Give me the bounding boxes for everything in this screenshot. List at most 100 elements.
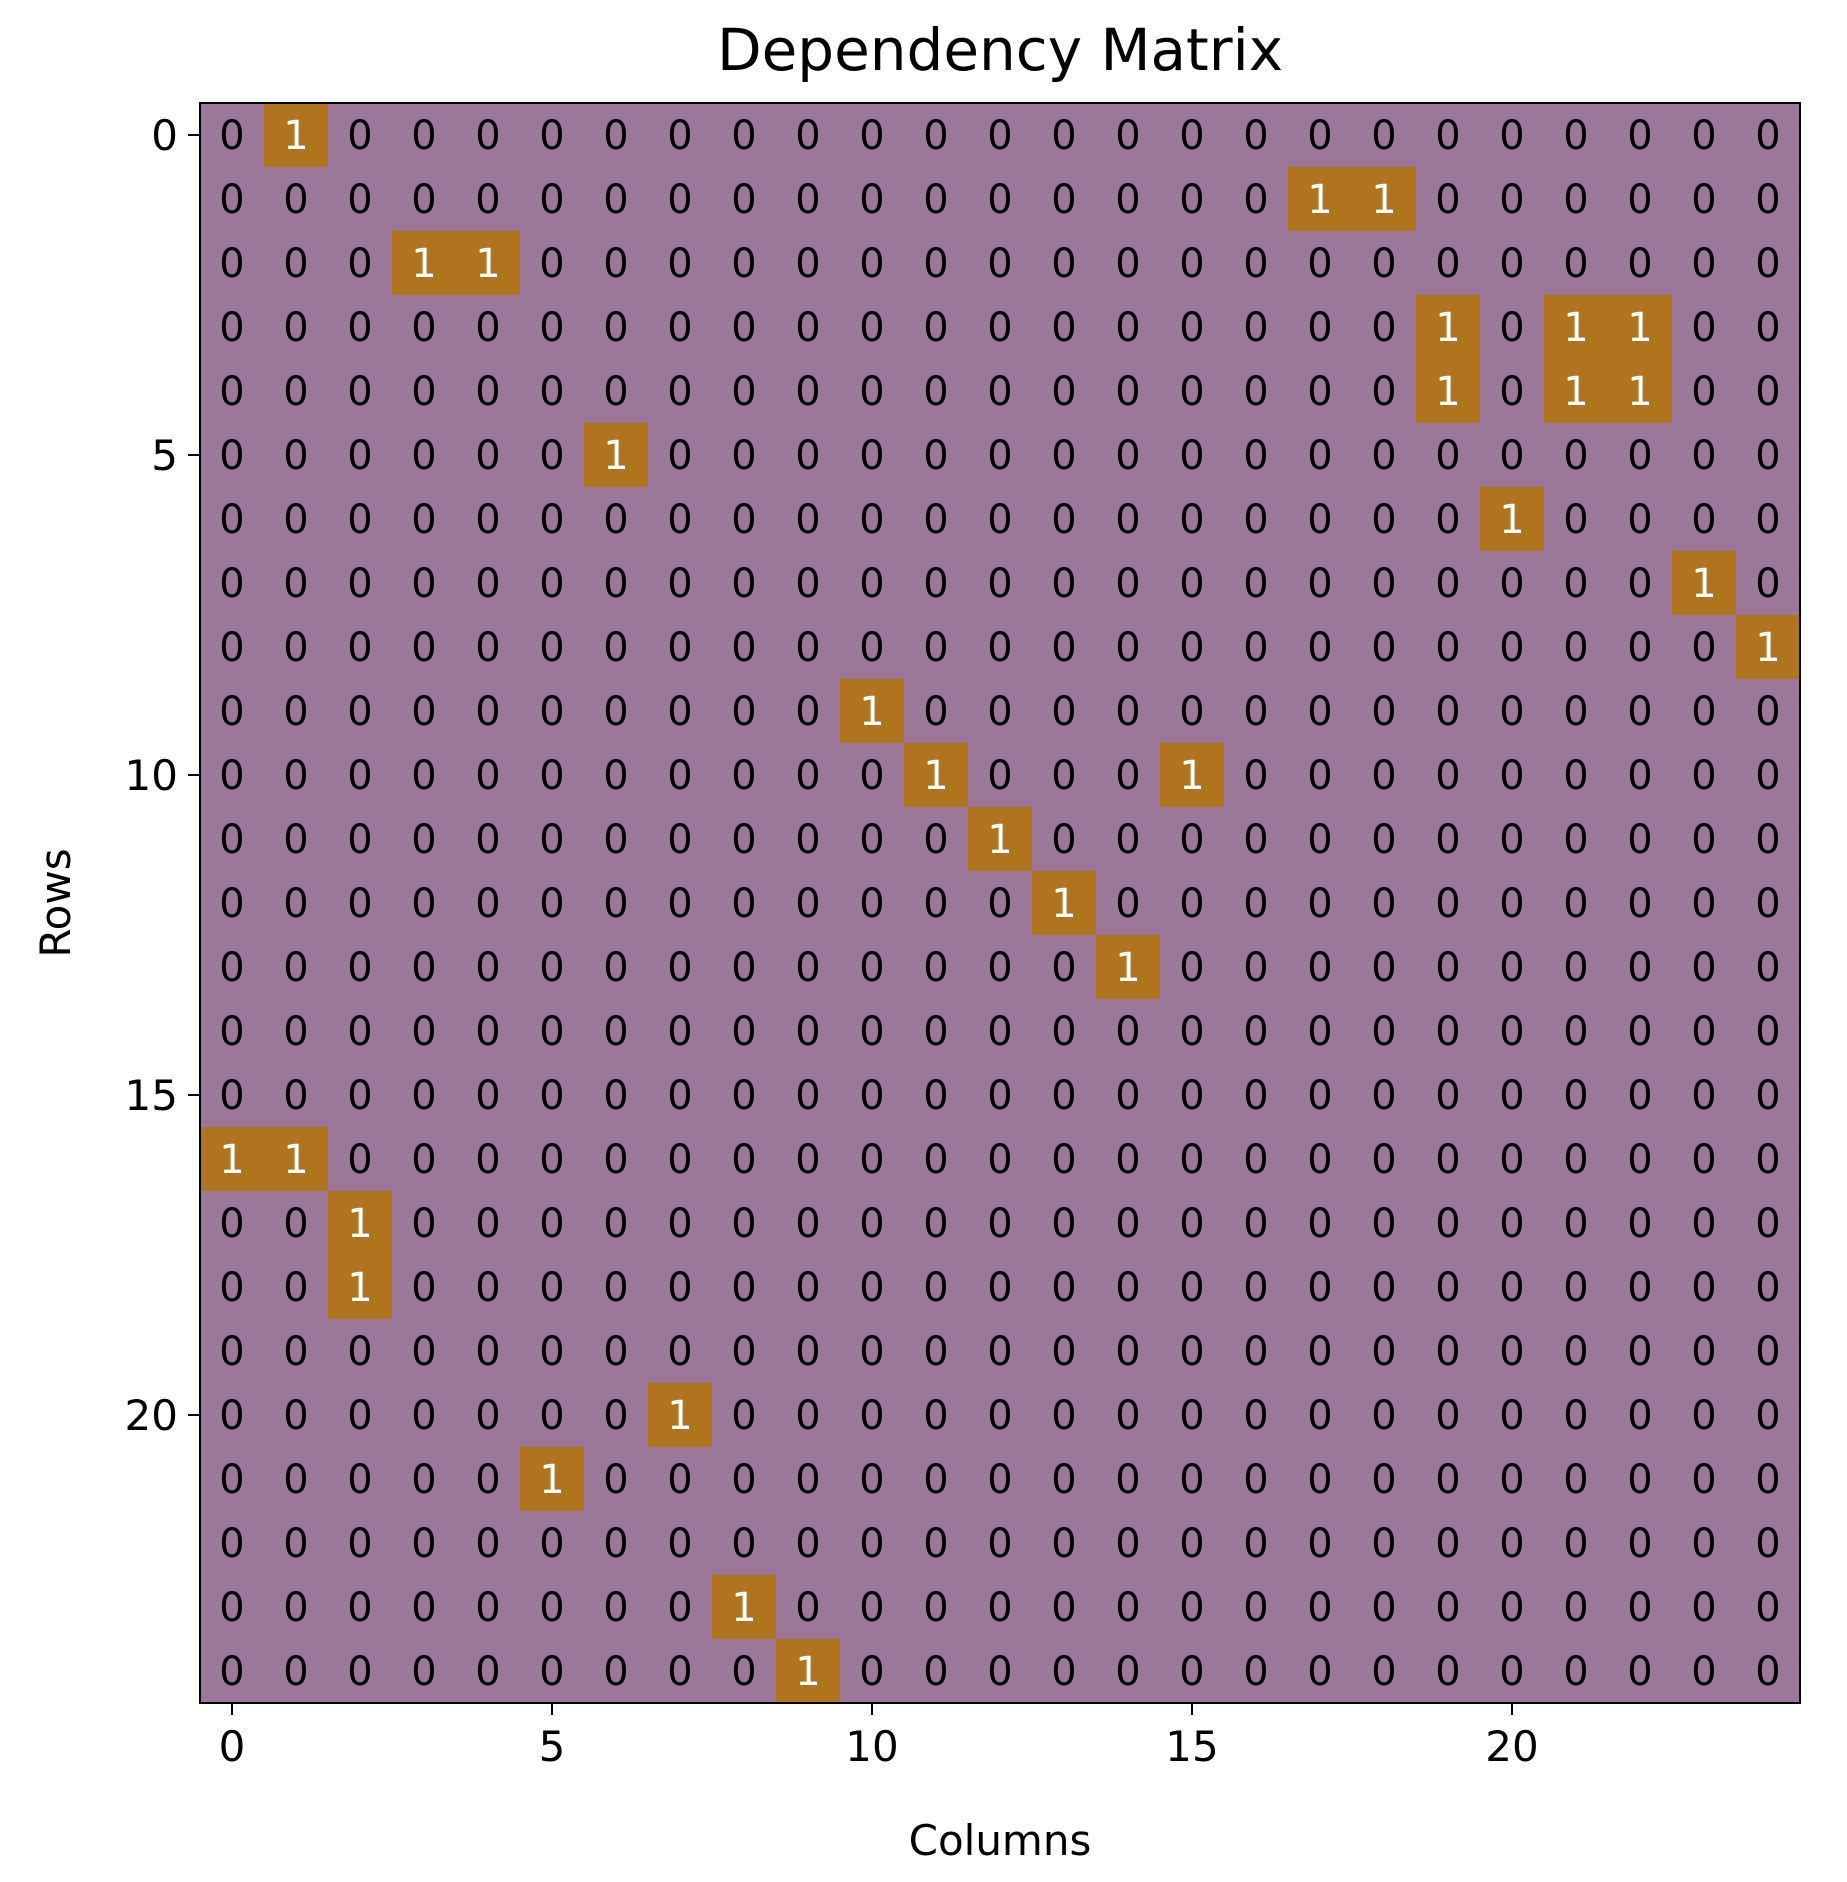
heatmap-cell <box>1736 1639 1801 1704</box>
heatmap-cell <box>712 1575 777 1640</box>
heatmap-cell <box>1160 1447 1225 1512</box>
cell-value-label: 0 <box>1755 1521 1780 1567</box>
heatmap-cell <box>1224 679 1289 744</box>
cell-value-label: 0 <box>539 817 564 863</box>
cell-value-label: 0 <box>475 1585 500 1631</box>
cell-value-label: 0 <box>219 753 244 799</box>
heatmap-cell <box>840 1063 905 1128</box>
cell-value-label: 0 <box>1243 433 1268 479</box>
heatmap-cell <box>1032 1639 1097 1704</box>
cell-value-label: 0 <box>411 1073 436 1119</box>
cell-value-label: 0 <box>1499 177 1524 223</box>
heatmap-cell <box>328 359 393 424</box>
cell-value-label: 0 <box>795 1329 820 1375</box>
heatmap-cell <box>1736 1063 1801 1128</box>
cell-value-label: 0 <box>1307 1009 1332 1055</box>
cell-value-label: 1 <box>1755 625 1780 671</box>
heatmap-cell <box>1480 1063 1545 1128</box>
heatmap-cell <box>392 1255 457 1320</box>
cell-value-label: 0 <box>1627 753 1652 799</box>
heatmap-cell <box>1416 743 1481 808</box>
cell-value-label: 0 <box>1499 1585 1524 1631</box>
cell-value-label: 0 <box>411 177 436 223</box>
heatmap-cell <box>1032 807 1097 872</box>
cell-value-label: 0 <box>1627 1329 1652 1375</box>
cell-value-label: 0 <box>1179 945 1204 991</box>
cell-value-label: 0 <box>603 113 628 159</box>
cell-value-label: 0 <box>1627 561 1652 607</box>
cell-value-label: 0 <box>1755 1137 1780 1183</box>
cell-value-label: 0 <box>923 369 948 415</box>
cell-value-label: 1 <box>1691 561 1716 607</box>
cell-value-label: 0 <box>1179 1457 1204 1503</box>
cell-value-label: 0 <box>347 1137 372 1183</box>
heatmap-cell <box>1416 1575 1481 1640</box>
heatmap-cell <box>264 167 329 232</box>
heatmap-cell <box>1224 615 1289 680</box>
heatmap-cell <box>968 487 1033 552</box>
y-tick-label: 10 <box>125 751 178 800</box>
heatmap-cell <box>1224 1575 1289 1640</box>
cell-value-label: 0 <box>1179 1201 1204 1247</box>
cell-value-label: 0 <box>1499 1329 1524 1375</box>
heatmap-cell <box>1544 551 1609 616</box>
heatmap-cell <box>1160 551 1225 616</box>
cell-value-label: 0 <box>1563 1649 1588 1695</box>
heatmap-cell <box>1672 1383 1737 1448</box>
cell-value-label: 0 <box>1179 1393 1204 1439</box>
heatmap-cell <box>1096 167 1161 232</box>
heatmap-cell <box>520 1447 585 1512</box>
heatmap-cell <box>392 423 457 488</box>
heatmap-cell <box>1160 295 1225 360</box>
cell-value-label: 0 <box>1243 1073 1268 1119</box>
heatmap-cell <box>1032 1127 1097 1192</box>
heatmap-cell <box>1480 1255 1545 1320</box>
heatmap-cell <box>200 487 265 552</box>
heatmap-cell <box>200 423 265 488</box>
cell-value-label: 0 <box>603 1329 628 1375</box>
heatmap-cell <box>1032 1575 1097 1640</box>
heatmap-cell <box>456 1191 521 1256</box>
cell-value-label: 0 <box>1435 1521 1460 1567</box>
cell-value-label: 0 <box>1499 1201 1524 1247</box>
heatmap-cell <box>904 999 969 1064</box>
cell-value-label: 0 <box>475 177 500 223</box>
heatmap-cell <box>200 1575 265 1640</box>
heatmap-cell <box>328 487 393 552</box>
x-tick-label: 5 <box>539 1722 566 1771</box>
cell-value-label: 0 <box>1051 241 1076 287</box>
cell-value-label: 0 <box>667 177 692 223</box>
heatmap-cell <box>968 1639 1033 1704</box>
heatmap-cell <box>1416 1319 1481 1384</box>
x-tick-label: 0 <box>219 1722 246 1771</box>
heatmap-cell <box>1352 359 1417 424</box>
heatmap-cell <box>328 1191 393 1256</box>
heatmap-cell <box>456 1575 521 1640</box>
heatmap-cell <box>200 743 265 808</box>
heatmap-cell <box>968 167 1033 232</box>
heatmap-cell <box>840 615 905 680</box>
cell-value-label: 0 <box>923 1649 948 1695</box>
cell-value-label: 0 <box>603 1521 628 1567</box>
cell-value-label: 0 <box>283 561 308 607</box>
cell-value-label: 0 <box>667 305 692 351</box>
cell-value-label: 0 <box>1051 1137 1076 1183</box>
cell-value-label: 0 <box>603 561 628 607</box>
heatmap-cell <box>456 231 521 296</box>
cell-value-label: 0 <box>859 1521 884 1567</box>
heatmap-cell <box>1736 871 1801 936</box>
y-tick-label: 5 <box>151 431 178 480</box>
cell-value-label: 0 <box>219 113 244 159</box>
heatmap-cell <box>1288 359 1353 424</box>
cell-value-label: 0 <box>1691 497 1716 543</box>
heatmap-cell <box>776 295 841 360</box>
heatmap-cell <box>264 1127 329 1192</box>
heatmap-cell <box>584 1447 649 1512</box>
cell-value-label: 0 <box>219 433 244 479</box>
cell-value-label: 0 <box>1307 497 1332 543</box>
heatmap-cell <box>456 1127 521 1192</box>
cell-value-label: 0 <box>1179 689 1204 735</box>
heatmap-cell <box>712 679 777 744</box>
heatmap-cell <box>1480 743 1545 808</box>
heatmap-cell <box>1224 871 1289 936</box>
